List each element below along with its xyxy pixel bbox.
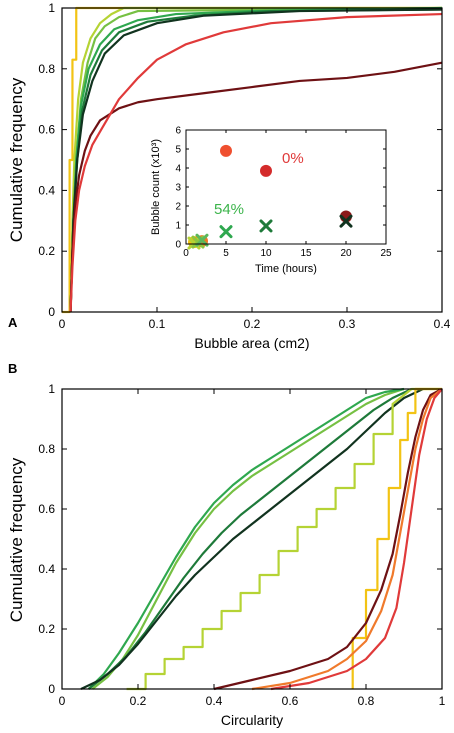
panel-b-ytick-label: 0.8: [38, 442, 55, 456]
panel-a-series-group: [62, 6, 443, 314]
panel-b-xtick-label: 0.2: [130, 694, 147, 708]
panel-b-ytick-label: 1: [48, 382, 55, 396]
inset-ytick-label: 2: [175, 202, 181, 213]
inset-point-circle-2: [260, 164, 272, 177]
panel-b-frame: [61, 388, 443, 690]
inset-point-x-10: [219, 225, 233, 239]
inset-ticks: 0 5 10 15 20 25 0 1 2 3 4 5 6: [175, 126, 392, 260]
inset-ytick-label: 3: [175, 183, 181, 194]
panel-a-xtick-label: 0.3: [339, 317, 356, 331]
panel-a-ytick-label: 1: [48, 1, 55, 15]
panel-a-xtick-label: 0: [59, 317, 66, 331]
panel-b-xtick-label: 0.6: [282, 694, 299, 708]
panel-a-series-line-6: [69, 8, 443, 313]
panel-a-ylabel: Cumulative frequency: [7, 77, 26, 242]
inset-xtick-label: 15: [300, 248, 312, 259]
panel-b-xtick-label: 0: [59, 694, 66, 708]
inset-xtick-label: 5: [223, 248, 229, 259]
inset-ytick-label: 5: [175, 145, 181, 156]
panel-b-series-line-1: [91, 387, 405, 690]
panel-b-series-line-9: [270, 388, 443, 691]
panel-b-series-line-5: [126, 387, 442, 691]
panel-a-series-line-1: [62, 6, 442, 314]
panel-a-series-line-7: [69, 61, 443, 313]
inset-xtick-label: 25: [380, 248, 392, 259]
panel-b-xtick-label: 0.4: [206, 694, 223, 708]
inset-chart: 0 5 10 15 20 25 0 1 2 3 4 5 6 Time (hours) Bubble co…: [150, 126, 392, 276]
panel-b-series-line-2: [87, 387, 405, 690]
panel-a-letter: A: [8, 315, 18, 330]
panel-b-ytick-label: 0: [48, 682, 55, 696]
inset-point-x-11: [259, 219, 273, 233]
inset-annotation-0pct: 0%: [282, 150, 304, 167]
panel-b-series-line-7: [213, 388, 443, 691]
panel-b-ytick-label: 0.2: [38, 622, 55, 636]
inset-ylabel: Bubble count (x10³): [150, 139, 162, 235]
panel-a-xlabel: Bubble area (cm2): [194, 335, 309, 351]
panel-b-ylabel: Cumulative frequency: [7, 457, 26, 622]
panel-b-ytick-label: 0.6: [38, 502, 55, 516]
inset-xtick-label: 0: [183, 248, 189, 259]
inset-xtick-label: 10: [260, 248, 272, 259]
inset-ytick-label: 4: [175, 164, 181, 175]
panel-a-xtick-label: 0.4: [434, 317, 451, 331]
panel-a-xtick-label: 0.1: [149, 317, 166, 331]
panel-b-series-line-3: [87, 388, 413, 690]
panel-b-letter: B: [8, 361, 17, 376]
panel-a-xtick-label: 0.2: [244, 317, 261, 331]
panel-b: B 0 0.2 0.4 0.6 0.8 1 0 0.2 0.4 0.6 0.8 1 Circulari…: [7, 361, 446, 728]
panel-b-ytick-label: 0.4: [38, 562, 55, 576]
panel-a: A 0 0.1 0.2 0.3 0.4 0 0.2 0.4 0.6 0.8 1 Bubble are…: [7, 1, 451, 351]
inset-ytick-label: 1: [175, 221, 181, 232]
inset-background: [186, 130, 386, 244]
panel-b-series-line-8: [251, 388, 443, 691]
panel-a-ytick-label: 0.8: [38, 62, 55, 76]
inset-xlabel: Time (hours): [255, 263, 317, 275]
inset-ytick-label: 6: [175, 126, 181, 137]
panel-a-ytick-label: 0.6: [38, 123, 55, 137]
panel-a-ticks: 0 0.1 0.2 0.3 0.4 0 0.2 0.4 0.6 0.8 1: [38, 1, 450, 331]
panel-b-series-line-4: [80, 388, 424, 690]
panel-a-series-line-8: [69, 12, 443, 313]
panel-a-ytick-label: 0.2: [38, 244, 55, 258]
panel-a-ytick-label: 0.4: [38, 183, 55, 197]
panel-b-xlabel: Circularity: [221, 712, 283, 728]
panel-b-ticks: 0 0.2 0.4 0.6 0.8 1 0 0.2 0.4 0.6 0.8 1: [38, 382, 445, 708]
panel-b-xtick-label: 0.8: [358, 694, 375, 708]
panel-a-series-line-2: [69, 6, 442, 313]
inset-annotation-54pct: 54%: [214, 201, 244, 218]
panel-b-xtick-label: 1: [439, 694, 446, 708]
inset-xtick-label: 20: [340, 248, 352, 259]
inset-point-x-12: [339, 214, 353, 228]
inset-ytick-label: 0: [175, 240, 181, 251]
inset-point-circle-1: [220, 144, 232, 157]
panel-b-series-line-6: [351, 387, 442, 689]
panel-a-ytick-label: 0: [48, 305, 55, 319]
panel-b-series-group: [80, 387, 443, 691]
